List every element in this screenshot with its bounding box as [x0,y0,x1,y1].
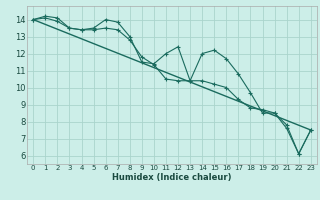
X-axis label: Humidex (Indice chaleur): Humidex (Indice chaleur) [112,173,232,182]
